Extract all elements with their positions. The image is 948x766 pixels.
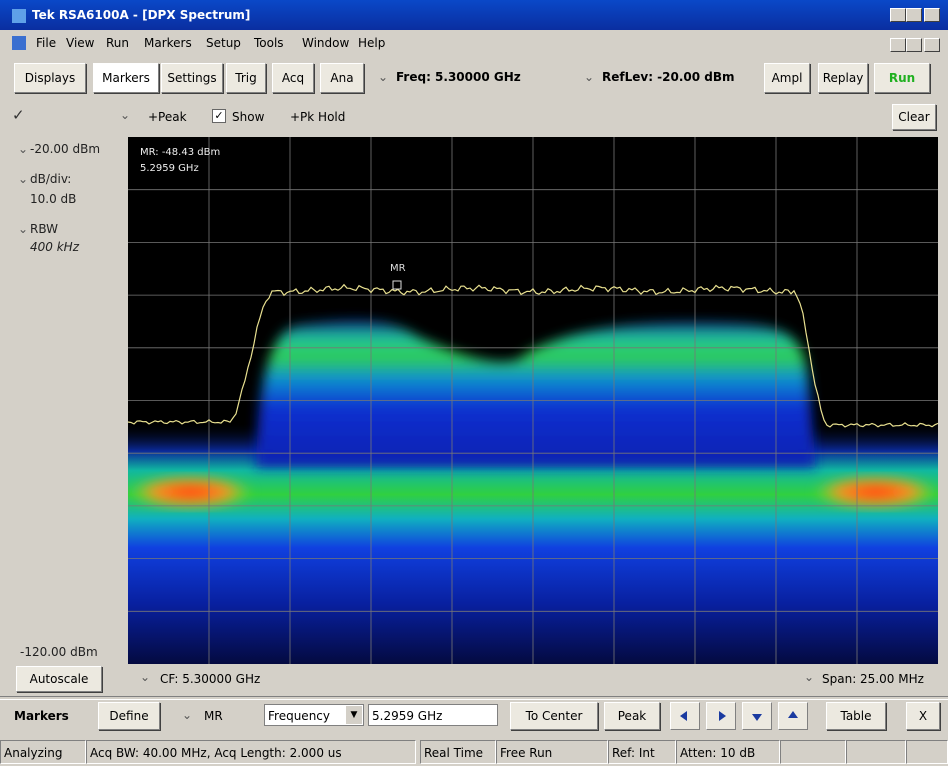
show-checkbox[interactable]: ✓ bbox=[212, 109, 226, 123]
dropdown-arrow[interactable]: ⌄ bbox=[804, 670, 815, 684]
menu-item[interactable]: Setup bbox=[206, 36, 241, 50]
table-button[interactable]: Table bbox=[826, 702, 886, 730]
marker-frequency: 5.2959 GHz bbox=[140, 163, 199, 174]
status-state: Analyzing bbox=[0, 740, 86, 764]
ana-button[interactable]: Ana bbox=[320, 63, 364, 93]
pk-hold-label[interactable]: +Pk Hold bbox=[290, 110, 346, 124]
next-up-button[interactable] bbox=[778, 702, 808, 730]
close-markers-button[interactable]: X bbox=[906, 702, 940, 730]
doc-restore[interactable] bbox=[906, 38, 922, 52]
autoscale-button[interactable]: Autoscale bbox=[16, 666, 102, 692]
rbw-label: RBW bbox=[30, 222, 59, 236]
scale-value[interactable]: 10.0 dB bbox=[30, 192, 77, 206]
check-icon: ✓ bbox=[12, 106, 25, 124]
marker-select[interactable]: MR bbox=[204, 709, 223, 723]
reflev-readout[interactable]: RefLev: -20.00 dBm bbox=[602, 70, 735, 84]
menu-item[interactable]: Tools bbox=[254, 36, 284, 50]
status-ref: Ref: Int bbox=[608, 740, 676, 764]
signal-density bbox=[256, 320, 816, 467]
dropdown-arrow[interactable]: ⌄ bbox=[378, 70, 389, 84]
dropdown-arrow[interactable]: ⌄ bbox=[120, 108, 131, 122]
status-empty bbox=[906, 740, 948, 764]
graticule bbox=[128, 137, 938, 664]
doc-close[interactable] bbox=[924, 38, 940, 52]
span[interactable]: Span: 25.00 MHz bbox=[822, 672, 924, 686]
select-arrow[interactable]: ▼ bbox=[346, 706, 362, 724]
next-down-button[interactable] bbox=[742, 702, 772, 730]
clear-button[interactable]: Clear bbox=[892, 104, 936, 130]
markers-button[interactable]: Markers bbox=[93, 63, 159, 93]
minimize-button[interactable] bbox=[890, 8, 906, 22]
menu-item[interactable]: View bbox=[66, 36, 95, 50]
acq-button[interactable]: Acq bbox=[272, 63, 314, 93]
title-bar: Tek RSA6100A - [DPX Spectrum] bbox=[0, 0, 948, 30]
value-input[interactable]: 5.2959 GHz bbox=[368, 704, 498, 726]
run-button[interactable]: Run bbox=[874, 63, 930, 93]
status-empty bbox=[780, 740, 846, 764]
hot-band-left bbox=[128, 475, 253, 509]
menu-item[interactable]: Markers bbox=[144, 36, 192, 50]
marker-label: MR bbox=[390, 263, 406, 274]
dropdown-arrow[interactable]: ⌄ bbox=[18, 142, 29, 156]
dropdown-arrow[interactable]: ⌄ bbox=[140, 670, 151, 684]
peak-label[interactable]: +Peak bbox=[148, 110, 187, 124]
status-empty bbox=[846, 740, 906, 764]
dropdown-arrow[interactable]: ⌄ bbox=[18, 172, 29, 186]
to-center-button[interactable]: To Center bbox=[510, 702, 598, 730]
spectrum-plot: MR MR: -48.43 dBm 5.2959 GHz bbox=[128, 137, 938, 664]
replay-button[interactable]: Replay bbox=[818, 63, 868, 93]
param-select[interactable]: Frequency ▼ bbox=[264, 704, 364, 726]
marker-box[interactable] bbox=[392, 280, 402, 290]
bottom-level: -120.00 dBm bbox=[20, 645, 98, 659]
rbw-value[interactable]: 400 kHz bbox=[30, 240, 79, 254]
ref-level[interactable]: -20.00 dBm bbox=[30, 142, 101, 156]
menu-item[interactable]: File bbox=[36, 36, 57, 50]
maximize-button[interactable] bbox=[906, 8, 922, 22]
scale-label: dB/div: bbox=[30, 172, 72, 186]
window-title: Tek RSA6100A - [DPX Spectrum] bbox=[32, 8, 251, 22]
center-frequency[interactable]: CF: 5.30000 GHz bbox=[160, 672, 261, 686]
dropdown-arrow[interactable]: ⌄ bbox=[18, 222, 29, 236]
trig-button[interactable]: Trig bbox=[226, 63, 266, 93]
define-button[interactable]: Define bbox=[98, 702, 160, 730]
settings-button[interactable]: Settings bbox=[161, 63, 223, 93]
status-acq: Acq BW: 40.00 MHz, Acq Length: 2.000 us bbox=[86, 740, 416, 764]
status-trigger: Free Run bbox=[496, 740, 608, 764]
separator bbox=[0, 696, 948, 700]
markers-title: Markers bbox=[14, 709, 69, 723]
doc-icon bbox=[12, 36, 26, 50]
menu-item[interactable]: Window bbox=[302, 36, 350, 50]
app-icon bbox=[12, 8, 26, 23]
close-button[interactable] bbox=[924, 8, 940, 22]
next-right-button[interactable] bbox=[706, 702, 736, 730]
menu-item[interactable]: Help bbox=[358, 36, 386, 50]
status-mode: Real Time bbox=[420, 740, 496, 764]
menu-item[interactable]: Run bbox=[106, 36, 130, 50]
param-value: Frequency bbox=[268, 709, 330, 723]
peak-trace bbox=[128, 283, 938, 428]
next-left-button[interactable] bbox=[670, 702, 700, 730]
freq-readout[interactable]: Freq: 5.30000 GHz bbox=[396, 70, 521, 84]
dropdown-arrow[interactable]: ⌄ bbox=[584, 70, 595, 84]
doc-minimize[interactable] bbox=[890, 38, 906, 52]
displays-button[interactable]: Displays bbox=[14, 63, 86, 93]
dropdown-arrow[interactable]: ⌄ bbox=[182, 708, 193, 722]
hot-band-right bbox=[813, 475, 938, 509]
ampl-button[interactable]: Ampl bbox=[764, 63, 810, 93]
marker-readout: MR: -48.43 dBm bbox=[140, 147, 220, 158]
show-label: Show bbox=[232, 110, 265, 124]
status-atten: Atten: 10 dB bbox=[676, 740, 780, 764]
peak-button[interactable]: Peak bbox=[604, 702, 660, 730]
